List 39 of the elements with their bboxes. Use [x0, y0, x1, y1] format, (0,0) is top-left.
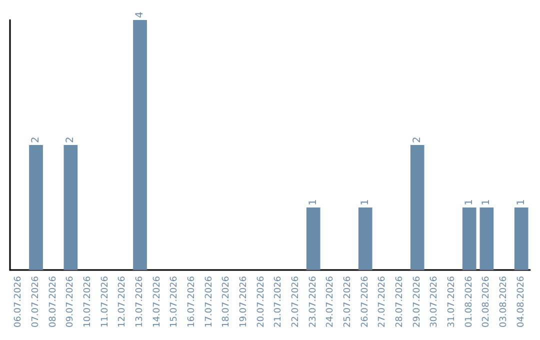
- x-tick-label: 27.07.2026: [378, 276, 388, 328]
- x-tick-label: 10.07.2026: [83, 276, 93, 328]
- x-tick-label: 26.07.2026: [360, 276, 370, 328]
- data-label: 1: [464, 199, 475, 206]
- x-tick-label: 14.07.2026: [152, 276, 162, 328]
- x-tick-label: 15.07.2026: [170, 276, 180, 328]
- data-label: 1: [516, 199, 527, 206]
- x-tick-label: 24.07.2026: [326, 276, 336, 328]
- x-tick-label: 11.07.2026: [100, 276, 110, 328]
- x-tick-label: 23.07.2026: [308, 276, 318, 328]
- x-tick-label: 02.08.2026: [482, 276, 492, 328]
- data-label: 1: [308, 199, 319, 206]
- x-tick-label: 29.07.2026: [412, 276, 422, 328]
- x-tick-label: 22.07.2026: [291, 276, 301, 328]
- data-label: 2: [412, 136, 423, 143]
- x-tick-label: 01.08.2026: [464, 276, 474, 328]
- x-tick-label: 30.07.2026: [430, 276, 440, 328]
- x-tick-label: 08.07.2026: [48, 276, 58, 328]
- x-tick-label: 03.08.2026: [499, 276, 509, 328]
- x-tick-label: 25.07.2026: [343, 276, 353, 328]
- x-tick-label: 19.07.2026: [239, 276, 249, 328]
- x-tick-label: 13.07.2026: [135, 276, 145, 328]
- data-label: 1: [481, 199, 492, 206]
- x-tick-label: 17.07.2026: [204, 276, 214, 328]
- data-label: 4: [134, 12, 146, 18]
- data-label: 1: [360, 199, 371, 206]
- x-tick-label: 16.07.2026: [187, 276, 197, 328]
- x-tick-label: 06.07.2026: [14, 276, 24, 328]
- x-tick-label: 09.07.2026: [66, 276, 76, 328]
- x-tick-label: 04.08.2026: [516, 276, 526, 328]
- x-tick-label: 28.07.2026: [395, 276, 405, 328]
- data-label: 2: [30, 136, 42, 143]
- x-tick-label: 18.07.2026: [222, 276, 232, 328]
- x-tick-label: 20.07.2026: [256, 276, 266, 328]
- data-label: 2: [65, 136, 76, 143]
- x-tick-label: 12.07.2026: [118, 276, 128, 328]
- x-tick-label: 21.07.2026: [274, 276, 284, 328]
- x-tick-label: 07.07.2026: [31, 276, 41, 328]
- x-tick-label: 31.07.2026: [447, 276, 457, 328]
